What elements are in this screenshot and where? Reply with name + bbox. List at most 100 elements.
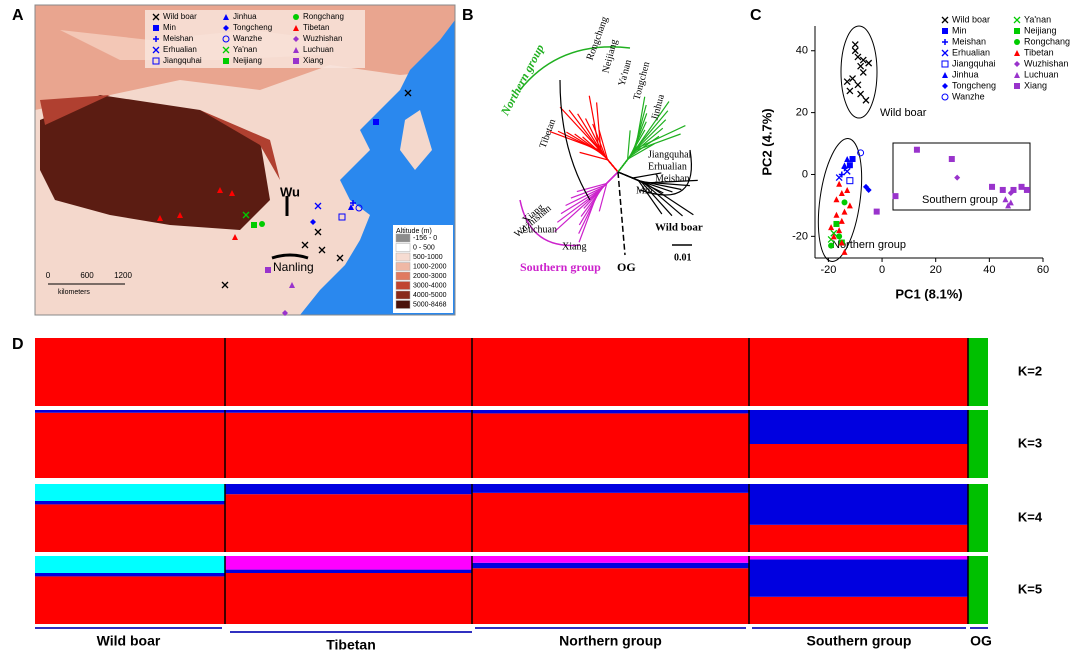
marker	[847, 88, 853, 94]
legend-label: Min	[952, 25, 967, 35]
marker	[850, 156, 856, 162]
marker	[1014, 17, 1020, 23]
map-legend-label: Neijiang	[233, 56, 262, 65]
marker	[914, 147, 920, 153]
tree-label: Xiang	[562, 241, 586, 252]
annotation: Wu	[280, 184, 300, 199]
marker	[259, 221, 265, 227]
map-legend-label: Erhualian	[163, 45, 197, 54]
altitude-label: -156 - 0	[413, 235, 437, 242]
tree-label: Tongchen	[631, 61, 652, 102]
panel-letter: B	[462, 7, 474, 24]
marker	[1014, 50, 1020, 56]
legend-label: Xiang	[1024, 80, 1047, 90]
legend-label: Luchuan	[1024, 69, 1059, 79]
tree-branch	[618, 172, 625, 255]
admixture-segment	[749, 484, 968, 525]
k-label: K=2	[1018, 363, 1042, 378]
tree-branch	[597, 102, 618, 172]
admixture-segment	[968, 556, 988, 624]
altitude-swatch	[396, 253, 410, 261]
k-label: K=4	[1018, 509, 1043, 524]
y-tick-label: 40	[796, 45, 808, 57]
admixture-segment	[35, 504, 225, 552]
marker	[942, 50, 948, 56]
legend-label: Jinhua	[952, 69, 979, 79]
admixture-segment	[472, 563, 749, 568]
legend-label: Tibetan	[1024, 47, 1054, 57]
marker	[1014, 39, 1020, 45]
marker	[847, 202, 853, 208]
marker	[836, 175, 842, 181]
map-legend-label: Min	[163, 23, 176, 32]
marker	[1019, 184, 1025, 190]
legend-label: Neijiang	[1024, 25, 1057, 35]
group-label: Southern group	[807, 633, 912, 649]
admixture-segment	[968, 338, 988, 406]
marker	[1014, 61, 1020, 67]
figure: A Wu Nanling Altitude (m) 0 600 1200 kil…	[0, 0, 1075, 652]
tree-label: Luchuan	[522, 224, 557, 235]
x-tick-label: 40	[983, 264, 995, 276]
altitude-label: 5000-8468	[413, 301, 447, 308]
marker	[1000, 187, 1006, 193]
legend-label: Ya'nan	[1024, 14, 1051, 24]
map-legend-label: Luchuan	[303, 45, 334, 54]
marker	[874, 209, 880, 215]
marker	[852, 48, 858, 54]
marker	[860, 57, 866, 63]
panel-letter: C	[750, 7, 762, 24]
admixture-segment	[749, 410, 968, 444]
map-legend-label: Tongcheng	[233, 23, 272, 32]
tree-label: Meishan	[655, 173, 689, 184]
tree-label: Neijiang	[600, 38, 620, 74]
x-tick-label: 60	[1037, 264, 1049, 276]
marker	[942, 17, 948, 23]
admixture-segment	[35, 413, 225, 478]
marker	[293, 14, 299, 20]
marker	[844, 168, 850, 174]
altitude-swatch	[396, 301, 410, 309]
marker	[942, 83, 948, 89]
group-label: Tibetan	[326, 637, 376, 652]
marker	[954, 175, 960, 181]
k-label: K=5	[1018, 581, 1042, 596]
marker	[1010, 187, 1016, 193]
marker	[223, 58, 229, 64]
tree-branch	[580, 152, 618, 172]
altitude-label: 2000-3000	[413, 273, 447, 280]
map-legend-label: Xiang	[303, 56, 323, 65]
k-label: K=3	[1018, 435, 1042, 450]
tree-label: Southern group	[520, 260, 601, 274]
y-tick-label: 0	[802, 168, 808, 180]
map-legend-label: Ya'nan	[233, 45, 257, 54]
admixture-segment	[35, 573, 225, 576]
altitude-swatch	[396, 263, 410, 271]
map-legend-label: Tibetan	[303, 23, 329, 32]
marker	[833, 221, 839, 227]
admixture-segment	[35, 338, 225, 406]
legend-label: Rongchang	[1024, 36, 1070, 46]
tree-label: Ya'nan	[616, 59, 634, 88]
marker	[842, 209, 848, 215]
legend-label: Wuzhishan	[1024, 58, 1068, 68]
marker	[153, 25, 159, 31]
map-legend-label: Wuzhishan	[303, 34, 342, 43]
marker	[265, 267, 271, 273]
marker	[942, 39, 948, 45]
admixture-segment	[749, 597, 968, 624]
admixture-segment	[749, 556, 968, 559]
marker	[866, 60, 872, 66]
marker	[842, 199, 848, 205]
map-legend-label: Wild boar	[163, 12, 197, 21]
tree-label: 0.01	[674, 252, 692, 263]
admixture-segment	[472, 413, 749, 478]
marker	[844, 79, 850, 85]
altitude-label: 4000-5000	[413, 292, 447, 299]
x-tick-label: -20	[820, 264, 836, 276]
x-tick-label: 20	[930, 264, 942, 276]
marker	[1024, 187, 1030, 193]
admixture-segment	[749, 525, 968, 552]
marker	[844, 156, 850, 162]
admixture-segment	[35, 576, 225, 624]
